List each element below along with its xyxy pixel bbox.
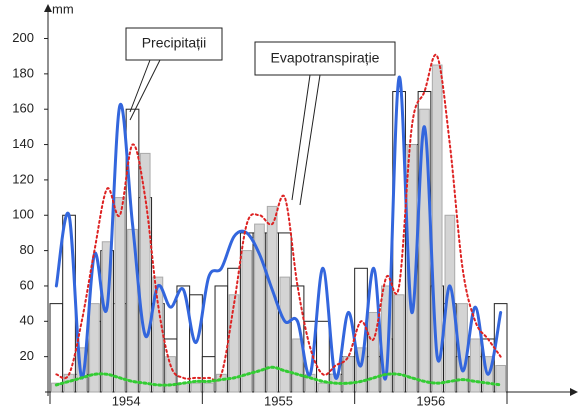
bar — [495, 364, 506, 393]
y-tick-label: 160 — [12, 101, 34, 116]
bar — [292, 338, 303, 393]
line — [54, 365, 503, 387]
bar — [355, 347, 367, 393]
y-tick-label: 80 — [20, 242, 34, 257]
pointer — [299, 74, 321, 206]
pointer — [129, 59, 161, 121]
y-tick-label: 60 — [20, 277, 34, 292]
y-tick-label: 200 — [12, 30, 34, 45]
bar — [241, 250, 253, 393]
annotation-box — [254, 41, 396, 76]
bar — [431, 64, 443, 393]
bar — [62, 214, 76, 393]
y-tick-label: 40 — [20, 313, 34, 328]
y-tick-label: 20 — [20, 348, 34, 363]
bar — [152, 276, 164, 393]
y-tick-label: 140 — [12, 136, 34, 151]
y-axis-label: mm — [52, 1, 74, 16]
bar — [51, 382, 62, 393]
bar — [317, 382, 329, 393]
bar — [279, 276, 291, 393]
y-tick-label: 100 — [12, 207, 34, 222]
pointer — [291, 74, 311, 201]
bar — [101, 241, 113, 393]
bar — [165, 356, 176, 393]
x-tick-label: 1956 — [416, 393, 445, 408]
bar — [203, 382, 215, 393]
bar — [228, 294, 240, 393]
bar — [49, 303, 64, 393]
bar — [469, 338, 481, 393]
x-tick-label: 1955 — [264, 393, 293, 408]
annotation-box — [125, 27, 223, 61]
annotation: Precipitații — [142, 35, 207, 51]
line — [55, 53, 502, 382]
bar — [89, 303, 100, 393]
line — [54, 75, 503, 381]
annotation: Evapotranspirație — [271, 50, 380, 66]
bar — [342, 356, 354, 393]
y-tick-label: 180 — [12, 65, 34, 80]
bar — [254, 223, 265, 393]
x-tick-label: 1954 — [112, 393, 141, 408]
bar — [139, 152, 151, 393]
y-arrow — [44, 4, 52, 12]
bar — [419, 108, 430, 393]
bar — [190, 382, 202, 393]
pointer — [129, 59, 151, 113]
bar — [368, 311, 380, 393]
x-arrow — [570, 388, 578, 396]
y-tick-label: 120 — [12, 171, 34, 186]
bar — [114, 197, 126, 393]
bar — [393, 294, 405, 393]
